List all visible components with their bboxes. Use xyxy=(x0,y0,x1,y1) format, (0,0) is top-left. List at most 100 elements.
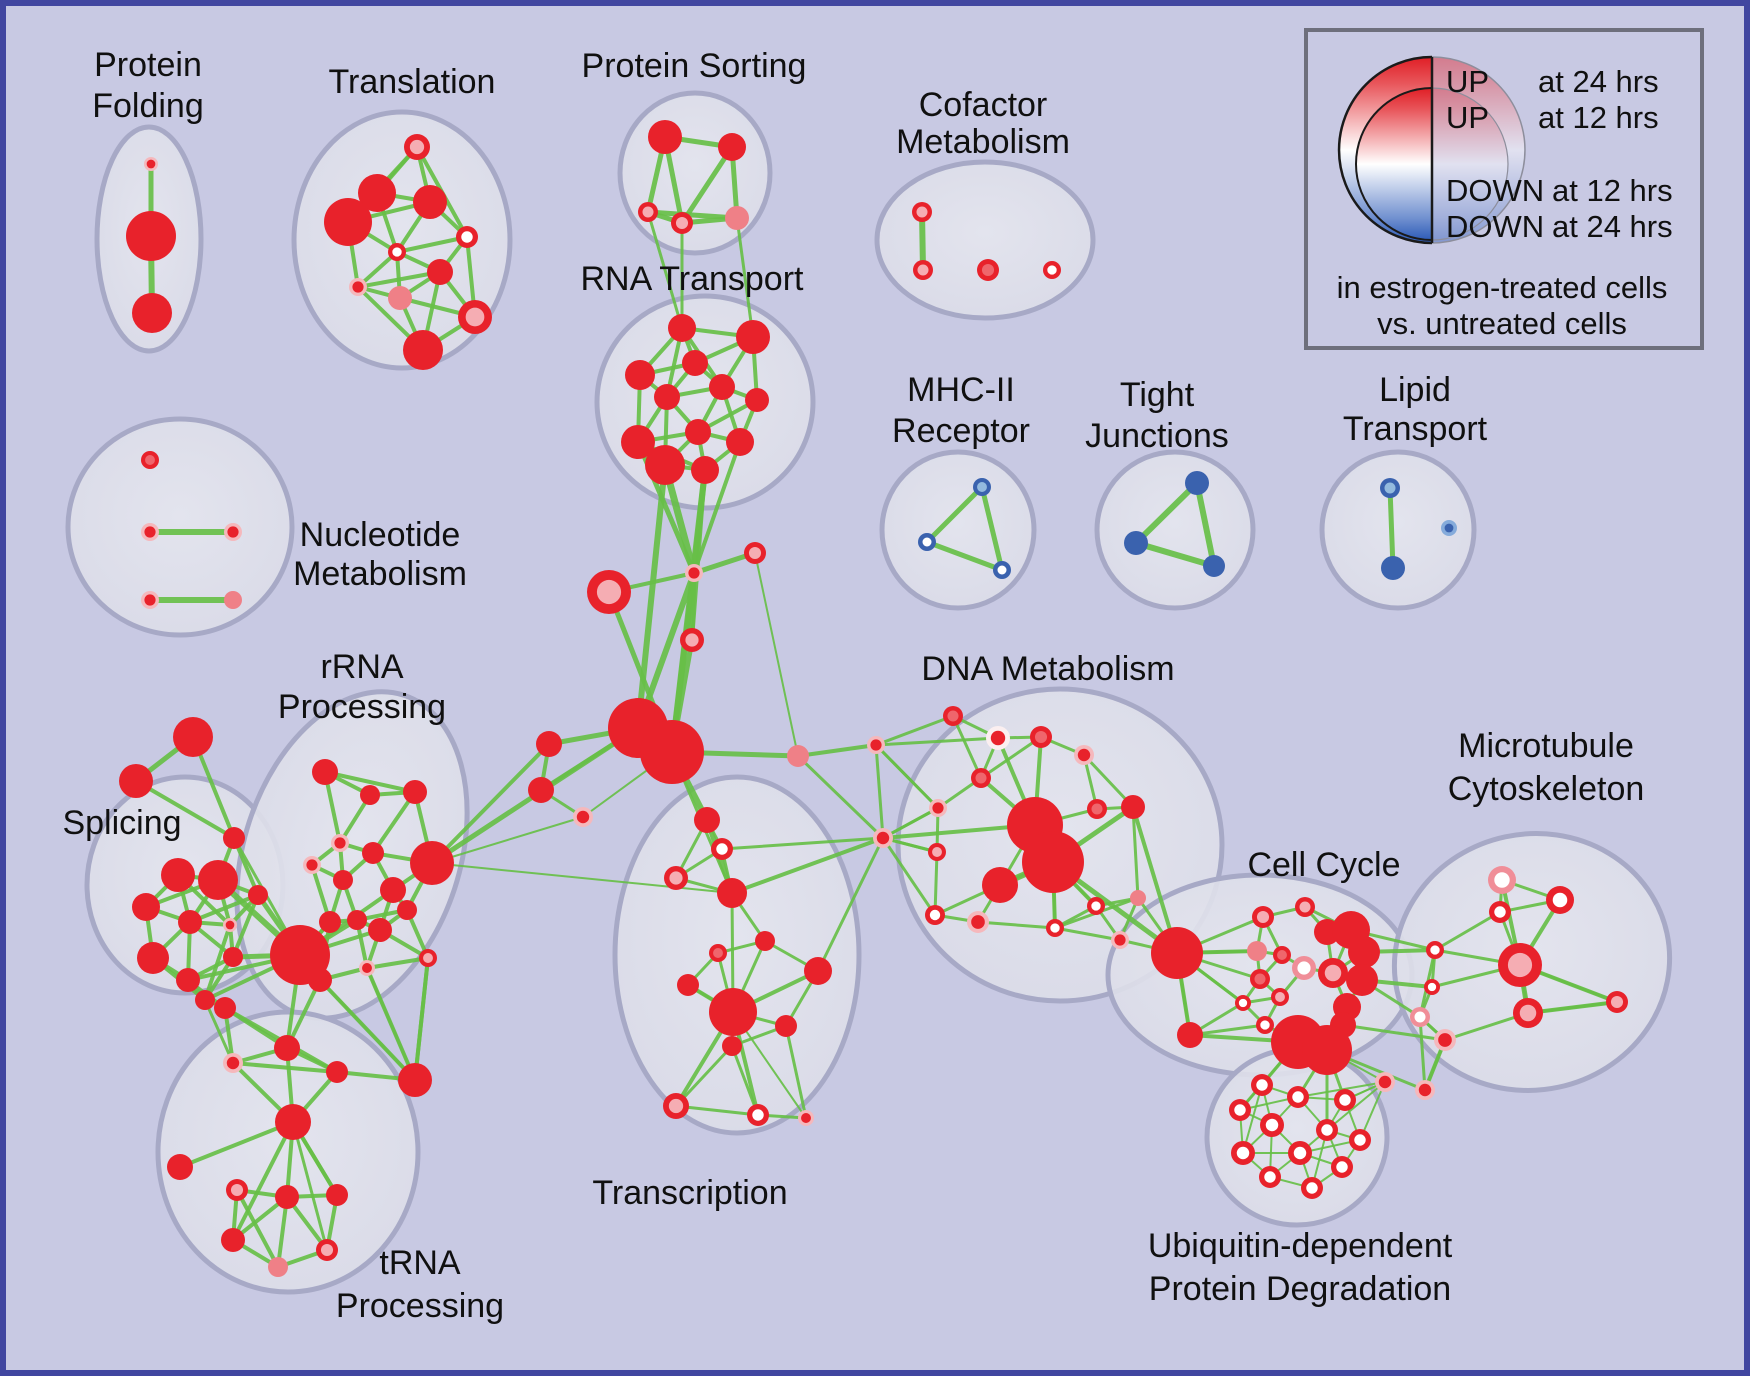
network-node[interactable] xyxy=(312,759,338,785)
cluster-label-dm: DNA Metabolism xyxy=(921,650,1174,688)
network-node[interactable] xyxy=(709,374,735,400)
network-node[interactable] xyxy=(167,1154,193,1180)
network-node[interactable] xyxy=(1203,555,1225,577)
network-node[interactable] xyxy=(536,731,562,757)
network-node[interactable] xyxy=(403,780,427,804)
network-node[interactable] xyxy=(804,957,832,985)
network-node[interactable] xyxy=(1022,831,1084,893)
network-node[interactable] xyxy=(398,1063,432,1097)
network-node[interactable] xyxy=(326,1184,348,1206)
network-node[interactable] xyxy=(119,764,153,798)
network-edge xyxy=(692,440,742,575)
network-node[interactable] xyxy=(654,384,680,410)
network-node[interactable] xyxy=(221,1228,245,1252)
network-node[interactable] xyxy=(319,911,341,933)
network-node[interactable] xyxy=(360,785,380,805)
network-node[interactable] xyxy=(1151,927,1203,979)
network-node[interactable] xyxy=(223,947,243,967)
network-node[interactable] xyxy=(621,425,655,459)
network-node[interactable] xyxy=(347,910,367,930)
network-node[interactable] xyxy=(736,320,770,354)
network-node[interactable] xyxy=(725,206,749,230)
network-node[interactable] xyxy=(324,198,372,246)
network-node[interactable] xyxy=(362,842,384,864)
network-node[interactable] xyxy=(668,314,696,342)
network-node-core xyxy=(145,455,155,465)
network-node-core xyxy=(1610,995,1624,1009)
network-node[interactable] xyxy=(682,350,708,376)
network-node[interactable] xyxy=(198,860,238,900)
network-node[interactable] xyxy=(176,968,200,992)
network-node-core xyxy=(1418,1083,1432,1097)
network-node[interactable] xyxy=(1381,556,1405,580)
cluster-label-pf: Protein xyxy=(94,46,202,84)
network-node[interactable] xyxy=(694,807,720,833)
network-edge xyxy=(979,484,1005,573)
network-node[interactable] xyxy=(403,330,443,370)
network-node[interactable] xyxy=(268,1257,288,1277)
cluster-label-mh: Receptor xyxy=(892,412,1030,450)
network-edge xyxy=(323,770,417,794)
network-node[interactable] xyxy=(224,591,242,609)
network-node[interactable] xyxy=(275,1104,311,1140)
legend-outer-right-arc xyxy=(1431,56,1526,244)
network-node[interactable] xyxy=(726,428,754,456)
network-node[interactable] xyxy=(326,1061,348,1083)
network-node[interactable] xyxy=(388,286,412,310)
network-node[interactable] xyxy=(132,893,160,921)
network-node[interactable] xyxy=(368,918,392,942)
network-node[interactable] xyxy=(1348,936,1380,968)
network-node[interactable] xyxy=(1247,941,1267,961)
network-node[interactable] xyxy=(1346,964,1378,996)
network-node[interactable] xyxy=(625,360,655,390)
network-node[interactable] xyxy=(178,910,202,934)
network-node[interactable] xyxy=(427,259,453,285)
network-node[interactable] xyxy=(248,885,268,905)
network-node[interactable] xyxy=(223,827,245,849)
network-node[interactable] xyxy=(195,990,215,1010)
network-node[interactable] xyxy=(173,717,213,757)
network-node[interactable] xyxy=(648,120,682,154)
network-node[interactable] xyxy=(1302,1025,1352,1075)
network-node[interactable] xyxy=(717,878,747,908)
network-node[interactable] xyxy=(1185,471,1209,495)
network-node[interactable] xyxy=(691,456,719,484)
network-node[interactable] xyxy=(270,925,330,985)
network-node[interactable] xyxy=(275,1185,299,1209)
cluster-label-cf: Cofactor xyxy=(919,86,1048,124)
network-node[interactable] xyxy=(709,988,757,1036)
network-node[interactable] xyxy=(640,720,704,784)
network-node[interactable] xyxy=(982,867,1018,903)
network-node[interactable] xyxy=(677,974,699,996)
network-node[interactable] xyxy=(397,900,417,920)
network-node[interactable] xyxy=(413,185,447,219)
network-node[interactable] xyxy=(787,745,809,767)
network-node[interactable] xyxy=(745,388,769,412)
network-node[interactable] xyxy=(380,877,406,903)
network-node[interactable] xyxy=(137,942,169,974)
cluster-ellipse-ps xyxy=(617,90,773,256)
network-node[interactable] xyxy=(645,445,685,485)
network-node[interactable] xyxy=(1177,1022,1203,1048)
network-node[interactable] xyxy=(132,293,172,333)
network-node[interactable] xyxy=(333,870,353,890)
network-node[interactable] xyxy=(755,931,775,951)
network-node[interactable] xyxy=(274,1035,300,1061)
network-node[interactable] xyxy=(358,174,396,212)
network-node[interactable] xyxy=(722,1036,742,1056)
network-node[interactable] xyxy=(775,1015,797,1037)
network-node[interactable] xyxy=(126,211,176,261)
network-node[interactable] xyxy=(685,419,711,445)
network-node[interactable] xyxy=(410,841,454,885)
network-node[interactable] xyxy=(214,997,236,1019)
network-node[interactable] xyxy=(1124,531,1148,555)
cluster-label-pf: Folding xyxy=(92,87,204,125)
network-node[interactable] xyxy=(161,858,195,892)
network-node[interactable] xyxy=(528,777,554,803)
network-node[interactable] xyxy=(718,133,746,161)
network-edge xyxy=(1433,910,1502,952)
network-edge xyxy=(881,836,937,917)
network-node-core xyxy=(1256,1079,1268,1091)
network-node[interactable] xyxy=(1121,795,1145,819)
network-node[interactable] xyxy=(1130,890,1146,906)
